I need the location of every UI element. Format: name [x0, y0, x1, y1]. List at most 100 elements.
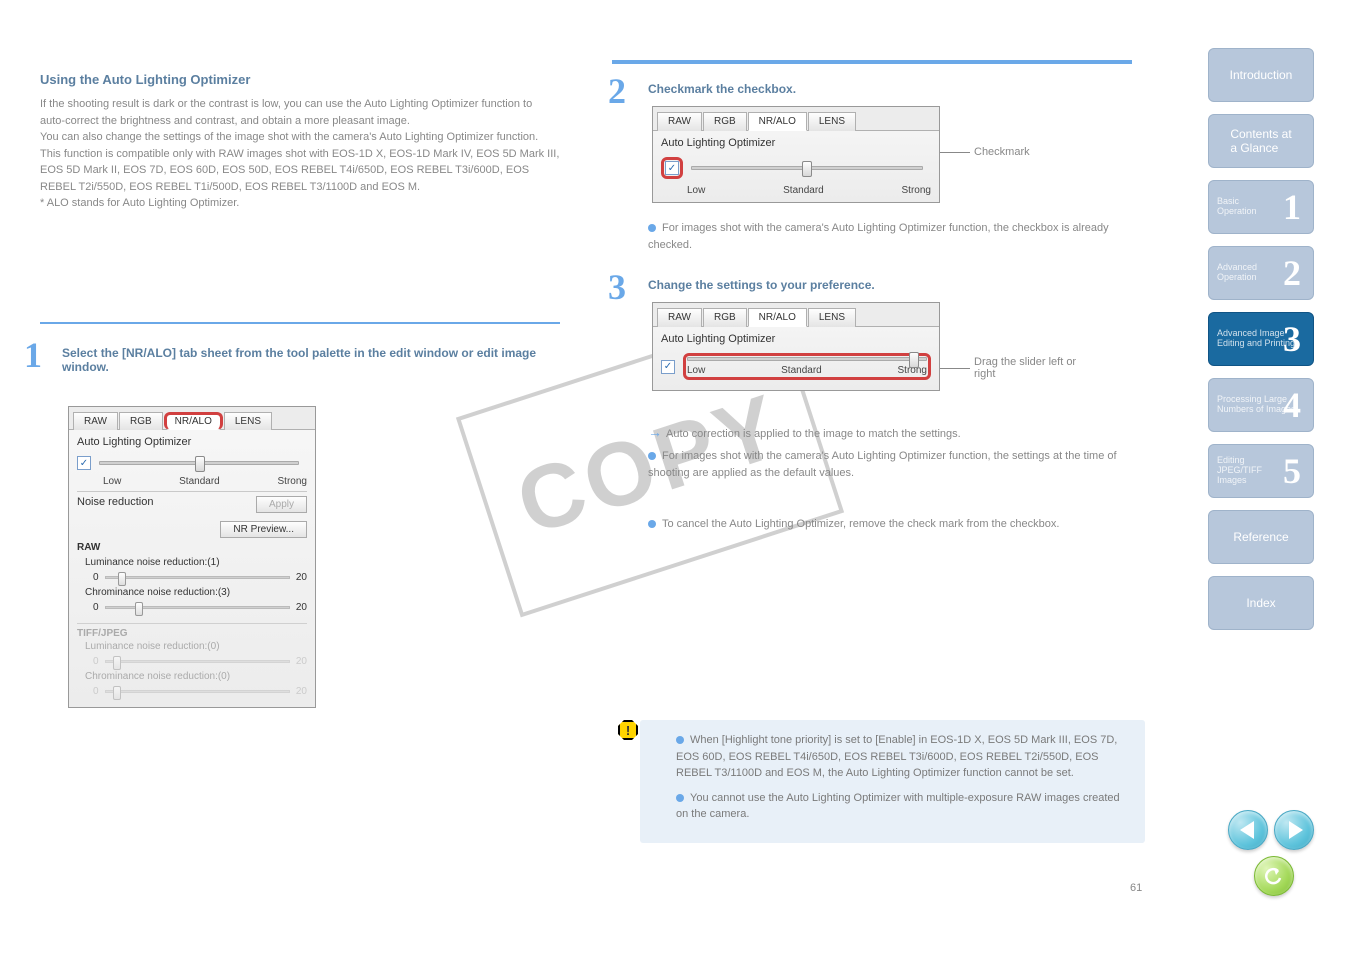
- step-number-2: 2: [608, 70, 626, 112]
- alo-slider-2[interactable]: [691, 166, 923, 170]
- alo-row: ✓: [77, 452, 307, 474]
- step-number-3: 3: [608, 266, 626, 308]
- alo-thumb-3[interactable]: [909, 352, 919, 368]
- lum-d-thumb: [113, 656, 121, 670]
- alo-thumb-2[interactable]: [802, 161, 812, 177]
- bullet-icon: [676, 794, 684, 802]
- section-divider-left: [40, 322, 560, 324]
- tab-rgb-2[interactable]: RGB: [703, 112, 747, 131]
- nr-preview-button[interactable]: NR Preview...: [220, 521, 307, 538]
- nav-chapter-3[interactable]: Advanced Image Editing and Printing3: [1208, 312, 1314, 366]
- nr-header: Noise reduction Apply: [77, 491, 307, 517]
- bullet-icon: [648, 224, 656, 232]
- tab-lens-2[interactable]: LENS: [808, 112, 856, 131]
- alo-low-3: Low: [687, 365, 705, 376]
- chrom-d-slider: [105, 690, 290, 693]
- lum-max: 20: [296, 572, 307, 583]
- lum-d-min: 0: [93, 656, 99, 667]
- triangle-left-icon: [1240, 821, 1254, 839]
- alo-slider-3[interactable]: [687, 357, 927, 361]
- lum-slider[interactable]: [105, 576, 290, 579]
- tab-bar: RAW RGB NR/ALO LENS: [69, 407, 315, 429]
- chrom-d-min: 0: [93, 686, 99, 697]
- chrom-slider[interactable]: [105, 606, 290, 609]
- tab-raw-3[interactable]: RAW: [657, 308, 702, 327]
- alo-strong: Strong: [278, 476, 307, 487]
- tab-lens-3[interactable]: LENS: [808, 308, 856, 327]
- section-divider-right: [612, 60, 1132, 64]
- raw-section-label: RAW: [77, 542, 307, 553]
- tab-raw-2[interactable]: RAW: [657, 112, 702, 131]
- alo-group-label: Auto Lighting Optimizer: [77, 436, 307, 448]
- chrom-d-thumb: [113, 686, 121, 700]
- checkbox-highlight: ✓: [661, 157, 683, 179]
- step3-arrow-note: →Auto correction is applied to the image…: [648, 422, 1128, 443]
- tab-rgb-3[interactable]: RGB: [703, 308, 747, 327]
- callout-line-checkmark: [940, 152, 970, 153]
- alo-checkbox-3[interactable]: ✓: [661, 360, 675, 374]
- alo-checkbox-2[interactable]: ✓: [665, 161, 679, 175]
- step3-bullet-a: For images shot with the camera's Auto L…: [648, 448, 1128, 481]
- chrom-thumb[interactable]: [135, 602, 143, 616]
- bullet-icon: [676, 736, 684, 744]
- tab-nralo-3[interactable]: NR/ALO: [748, 308, 807, 327]
- tab-raw[interactable]: RAW: [73, 412, 118, 430]
- left-page-title: Using the Auto Lighting Optimizer: [40, 72, 250, 87]
- nav-introduction[interactable]: Introduction: [1208, 48, 1314, 102]
- alo-std-2: Standard: [783, 185, 824, 196]
- step3-bullet-b: To cancel the Auto Lighting Optimizer, r…: [648, 516, 1128, 533]
- tab-nralo[interactable]: NR/ALO: [164, 412, 223, 430]
- chrom-min: 0: [93, 602, 99, 613]
- warn-bullet-2: You cannot use the Auto Lighting Optimiz…: [676, 790, 1133, 823]
- tab-lens[interactable]: LENS: [224, 412, 272, 430]
- alo-slider[interactable]: [99, 461, 299, 465]
- nr-label: Noise reduction: [77, 496, 153, 513]
- nav-reference[interactable]: Reference: [1208, 510, 1314, 564]
- arrow-icon: →: [648, 424, 662, 440]
- nav-contents[interactable]: Contents at a Glance: [1208, 114, 1314, 168]
- tab-rgb[interactable]: RGB: [119, 412, 163, 430]
- warning-icon: !: [618, 720, 638, 740]
- lum-d-slider: [105, 660, 290, 663]
- alo-std: Standard: [179, 476, 220, 487]
- back-row: [1254, 856, 1294, 896]
- lum-min: 0: [93, 572, 99, 583]
- tab-bar-2: RAW RGB NR/ALO LENS: [653, 107, 939, 130]
- tool-palette-panel-step2: RAW RGB NR/ALO LENS Auto Lighting Optimi…: [652, 106, 940, 203]
- callout-slider: Drag the slider left or right: [974, 356, 1094, 380]
- nav-chapter-4[interactable]: Processing Large Numbers of Images4: [1208, 378, 1314, 432]
- warning-box: ! When [Highlight tone priority] is set …: [640, 720, 1145, 843]
- lum-thumb[interactable]: [118, 572, 126, 586]
- alo-tick-labels: Low Standard Strong: [77, 476, 307, 487]
- chrom-max: 20: [296, 602, 307, 613]
- return-button[interactable]: [1254, 856, 1294, 896]
- alo-thumb[interactable]: [195, 456, 205, 472]
- alo-group-label-3: Auto Lighting Optimizer: [661, 333, 931, 345]
- warn-bullet-1: When [Highlight tone priority] is set to…: [676, 732, 1133, 782]
- bullet-icon: [648, 520, 656, 528]
- nav-chapter-2[interactable]: Advanced Operation2: [1208, 246, 1314, 300]
- alo-low: Low: [103, 476, 121, 487]
- alo-group-label-2: Auto Lighting Optimizer: [661, 137, 931, 149]
- sidebar-nav: Introduction Contents at a Glance Basic …: [1208, 48, 1314, 642]
- alo-checkbox[interactable]: ✓: [77, 456, 91, 470]
- tab-nralo-2[interactable]: NR/ALO: [748, 112, 807, 131]
- alo-std-3: Standard: [781, 365, 822, 376]
- step1-title: Select the [NR/ALO] tab sheet from the t…: [62, 346, 552, 374]
- return-icon: [1263, 865, 1285, 887]
- alo-low-2: Low: [687, 185, 705, 196]
- tab-bar-3: RAW RGB NR/ALO LENS: [653, 303, 939, 326]
- chrom-d-label: Chrominance noise reduction:(0): [77, 671, 307, 682]
- apply-button[interactable]: Apply: [256, 496, 307, 513]
- intro-text: If the shooting result is dark or the co…: [40, 96, 560, 212]
- lum-d-label: Luminance noise reduction:(0): [77, 641, 307, 652]
- alo-strong-2: Strong: [902, 185, 931, 196]
- tool-palette-panel-step1: RAW RGB NR/ALO LENS Auto Lighting Optimi…: [68, 406, 316, 708]
- nav-chapter-1[interactable]: Basic Operation1: [1208, 180, 1314, 234]
- nav-index[interactable]: Index: [1208, 576, 1314, 630]
- next-page-button[interactable]: [1274, 810, 1314, 850]
- nav-chapter-5[interactable]: Editing JPEG/TIFF Images5: [1208, 444, 1314, 498]
- panel-body: Auto Lighting Optimizer ✓ Low Standard S…: [69, 429, 315, 707]
- lum-d-max: 20: [296, 656, 307, 667]
- prev-page-button[interactable]: [1228, 810, 1268, 850]
